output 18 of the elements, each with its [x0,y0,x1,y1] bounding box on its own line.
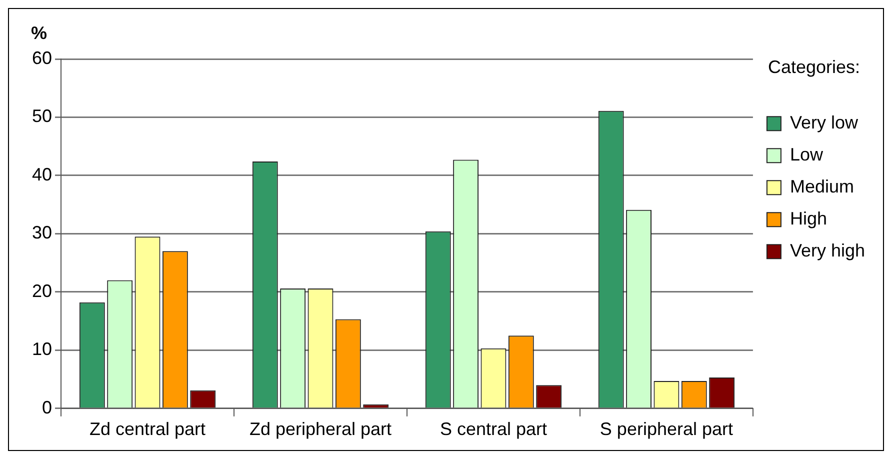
x-tick-label: S peripheral part [600,419,733,440]
legend-label: Low [790,144,824,165]
legend-label: High [790,208,827,229]
legend-title: Categories: [768,56,860,77]
y-tick-label: 30 [32,222,52,243]
y-tick-label: 10 [32,339,52,360]
y-tick-label: 50 [32,106,52,126]
legend-label: Very low [790,112,859,133]
legend-label: Very high [790,240,866,261]
y-axis-title: % [31,22,48,43]
y-tick-label: 20 [32,280,52,301]
y-tick-label: 40 [32,164,52,184]
legend-label: Medium [790,176,854,197]
x-tick-label: Zd central part [89,419,206,440]
y-tick-label: 60 [32,48,52,68]
y-tick-label: 0 [42,397,52,418]
x-tick-label: S central part [440,419,548,440]
x-tick-label: Zd peripheral part [249,419,392,440]
